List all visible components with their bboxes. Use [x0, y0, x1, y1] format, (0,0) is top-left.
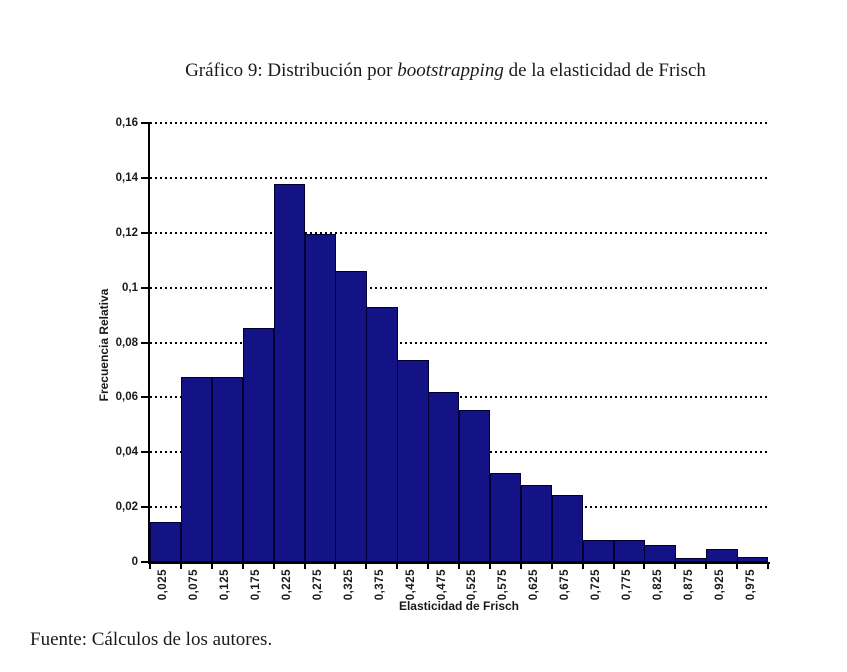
- x-tick-label: 0,875: [682, 569, 695, 601]
- y-tick-mark: [141, 451, 148, 454]
- y-tick-label: 0,16: [115, 117, 138, 129]
- y-tick-label: 0,14: [115, 171, 138, 184]
- x-tick-mark: [705, 564, 708, 569]
- histogram-bar: [551, 495, 584, 562]
- x-tick-label: 0,175: [250, 569, 263, 601]
- x-tick-mark: [427, 564, 430, 569]
- histogram-bar: [459, 410, 491, 562]
- gridline-0,14: [150, 176, 768, 179]
- x-tick-mark: [674, 564, 677, 569]
- y-tick-mark: [141, 286, 148, 289]
- gridline-0,1: [150, 286, 768, 289]
- histogram-bar: [335, 271, 367, 562]
- gridline-0,12: [150, 231, 768, 234]
- histogram-bar: [489, 473, 522, 562]
- histogram-bar: [520, 485, 553, 562]
- x-tick-label: 0,125: [219, 569, 232, 601]
- x-tick-mark: [210, 564, 213, 569]
- histogram-bar: [613, 540, 645, 562]
- figure-title: Gráfico 9: Distribución por bootstrappin…: [0, 60, 847, 82]
- x-tick-mark: [303, 564, 306, 569]
- x-axis-title: Elasticidad de Frisch: [398, 599, 520, 613]
- histogram-bar: [180, 377, 213, 562]
- y-tick-mark: [141, 231, 148, 234]
- x-tick-label: 0,625: [528, 569, 541, 601]
- histogram-bar: [211, 377, 244, 562]
- y-tick-label: 0: [131, 556, 138, 568]
- y-tick-label: 0,04: [115, 446, 138, 459]
- histogram-bar: [582, 540, 614, 562]
- histogram-bar: [428, 392, 460, 562]
- x-tick-mark: [581, 564, 584, 569]
- y-tick-label: 0,08: [115, 336, 138, 349]
- x-tick-mark: [488, 564, 491, 569]
- x-tick-mark: [396, 564, 399, 569]
- figure-title-suffix: de la elasticidad de Frisch: [503, 60, 706, 81]
- histogram-bar: [706, 549, 738, 562]
- x-tick-label: 0,325: [342, 569, 355, 601]
- x-tick-mark: [241, 564, 244, 569]
- x-tick-label: 0,475: [435, 569, 448, 601]
- x-tick-mark: [550, 564, 553, 569]
- x-tick-mark: [272, 564, 275, 569]
- histogram-bar: [273, 184, 305, 562]
- x-tick-label: 0,525: [466, 569, 479, 601]
- x-tick-label: 0,075: [188, 569, 201, 601]
- x-tick-label: 0,825: [651, 569, 664, 601]
- x-tick-label: 0,975: [744, 569, 757, 601]
- y-tick-mark: [141, 122, 148, 124]
- y-tick-label: 0,1: [122, 281, 138, 294]
- plot-area: 0 0,02 0,04 0,06 0,08 0,1 0,12 0,14 0,16 0,025 0,0…: [116, 117, 769, 600]
- x-tick-mark: [365, 564, 368, 569]
- y-tick-mark: [141, 176, 148, 179]
- x-tick-label: 0,275: [311, 569, 324, 601]
- x-tick-label: 0,575: [497, 569, 510, 601]
- y-tick-mark: [141, 396, 148, 399]
- x-tick-mark: [519, 564, 522, 569]
- gridline-0,16: [150, 122, 768, 124]
- histogram-bar: [304, 234, 336, 562]
- y-tick-mark: [141, 561, 148, 563]
- x-axis-line: [148, 562, 770, 564]
- x-tick-label: 0,025: [157, 569, 170, 601]
- histogram-bar: [675, 558, 707, 562]
- x-tick-mark: [767, 564, 769, 569]
- y-tick-mark: [141, 506, 148, 509]
- x-tick-label: 0,775: [620, 569, 633, 601]
- y-tick-mark: [141, 341, 148, 344]
- histogram-bar: [737, 557, 769, 562]
- histogram-bar: [150, 522, 182, 562]
- x-tick-mark: [612, 564, 615, 569]
- x-tick-label: 0,925: [713, 569, 726, 601]
- x-tick-label: 0,725: [590, 569, 603, 601]
- x-tick-label: 0,425: [404, 569, 417, 601]
- x-tick-mark: [643, 564, 646, 569]
- x-tick-label: 0,675: [559, 569, 572, 601]
- x-tick-mark: [736, 564, 739, 569]
- x-tick-mark: [179, 564, 182, 569]
- x-tick-mark: [458, 564, 460, 569]
- histogram-bar: [397, 360, 429, 562]
- histogram-bar: [242, 328, 275, 562]
- y-tick-label: 0,06: [115, 391, 138, 404]
- x-tick-label: 0,225: [281, 569, 294, 601]
- x-tick-label: 0,375: [373, 569, 386, 601]
- x-tick-mark: [149, 564, 151, 569]
- y-tick-label: 0,12: [115, 226, 138, 239]
- source-note: Fuente: Cálculos de los autores.: [30, 629, 273, 650]
- figure-title-italic: bootstrapping: [397, 60, 504, 81]
- gridline-0,08: [150, 341, 768, 344]
- y-tick-label: 0,02: [115, 501, 138, 514]
- histogram-bar: [366, 307, 398, 562]
- histogram-bar: [644, 545, 676, 562]
- x-tick-mark: [334, 564, 337, 569]
- figure-title-prefix: Gráfico 9: Distribución por: [185, 60, 398, 81]
- y-axis-line: [148, 122, 150, 564]
